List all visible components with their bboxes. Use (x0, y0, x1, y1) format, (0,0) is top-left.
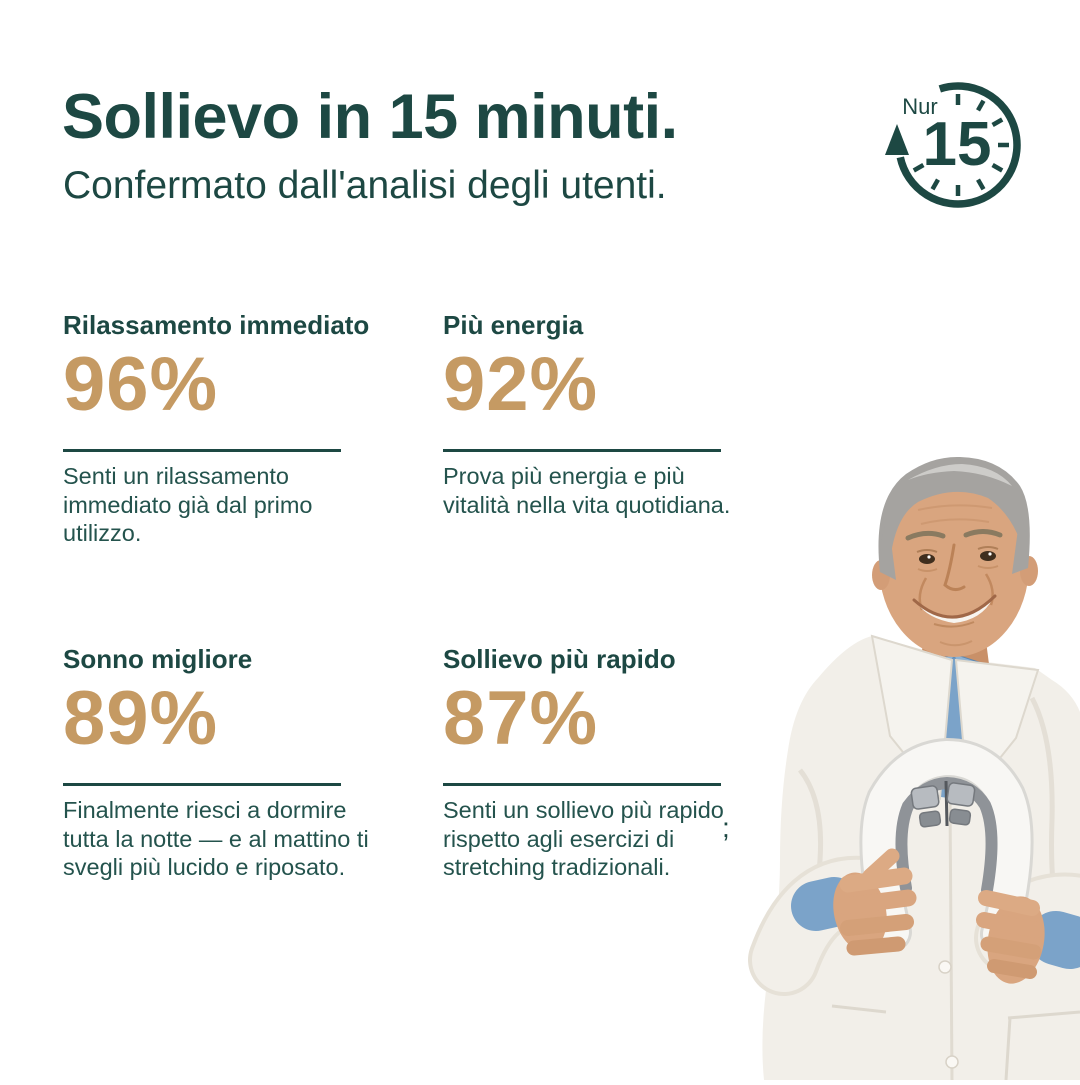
left-hand (833, 848, 917, 956)
nose (943, 543, 966, 592)
face-features (905, 504, 1003, 647)
timer-prefix-label: Nur (902, 94, 937, 119)
stat-value: 92% (443, 342, 599, 427)
neck-massager-device (859, 737, 1034, 954)
hair (878, 456, 1030, 574)
stat-block-sleep: Sonno migliore 89% Finalmente riesci a d… (63, 645, 435, 882)
stat-block-relaxation: Rilassamento immediato 96% Senti un rila… (63, 311, 435, 548)
divider (63, 449, 341, 452)
product-photo (700, 440, 1080, 1081)
shirt-cuff (1029, 911, 1080, 969)
stat-value: 87% (443, 676, 599, 761)
smile (916, 598, 993, 623)
stat-heading: Sonno migliore (63, 644, 253, 674)
divider (443, 449, 721, 452)
coat-button (945, 1055, 959, 1069)
coat-pocket (1004, 1010, 1080, 1081)
person (748, 456, 1080, 1081)
stat-block-energy: Più energia 92% Prova più energia e più … (443, 311, 815, 519)
shirt-cuff (791, 877, 859, 931)
stat-value: 89% (63, 676, 219, 761)
page-title: Sollievo in 15 minuti. (62, 82, 678, 152)
face (879, 473, 1029, 657)
stat-value: 96% (63, 342, 219, 427)
eye (919, 554, 935, 564)
stat-heading: Rilassamento immediato (63, 310, 370, 340)
massage-electrodes (910, 782, 976, 828)
stat-block-fast-relief: Sollievo più rapido 87% Senti un solliev… (443, 645, 815, 882)
clock-arrow-icon (885, 124, 909, 155)
divider (63, 783, 341, 786)
stat-description: Prova più energia e più vitalità nella v… (443, 463, 731, 518)
right-hand (976, 890, 1045, 984)
clock-ticks (912, 94, 1009, 196)
stat-description: Finalmente riesci a dormire tutta la not… (63, 797, 369, 880)
photo-text-artifact: ; (722, 812, 730, 843)
coat-button (938, 960, 952, 974)
timer-icon: Nur 15 (885, 82, 1021, 208)
clock-arc (896, 82, 1021, 208)
stat-description: Senti un rilassamento immediato già dal … (63, 463, 313, 546)
divider (443, 783, 721, 786)
stat-heading: Sollievo più rapido (443, 644, 676, 674)
stat-description: Senti un sollievo più rapido rispetto ag… (443, 797, 724, 880)
page-subtitle: Confermato dall'analisi degli utenti. (63, 164, 667, 207)
stat-heading: Più energia (443, 310, 584, 340)
eye (980, 551, 996, 561)
timer-minutes-value: 15 (923, 110, 992, 179)
